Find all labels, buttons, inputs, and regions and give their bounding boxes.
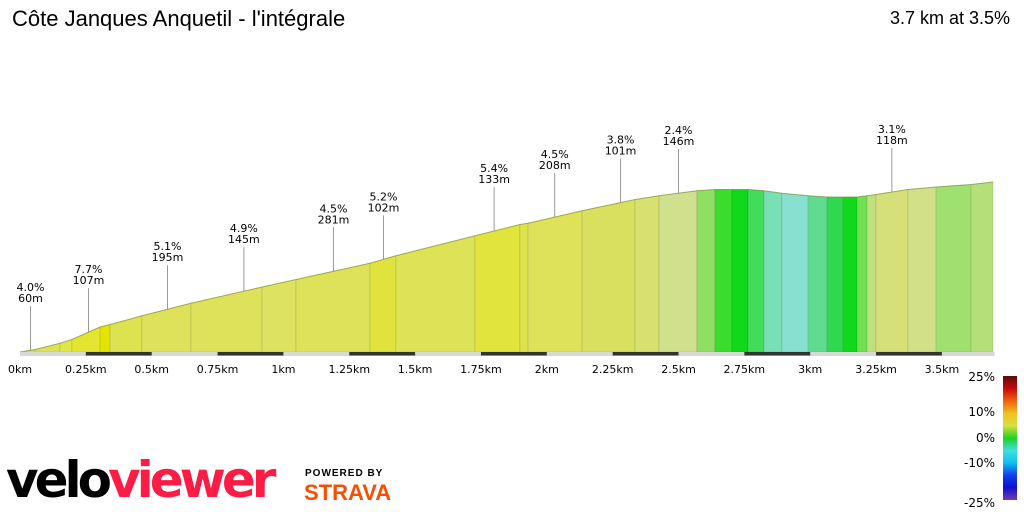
annotation-grade: 2.4% [665, 124, 693, 137]
annotation-grade: 5.1% [154, 240, 182, 253]
annotation-grade: 4.9% [230, 222, 258, 235]
legend-label: 25% [968, 370, 995, 384]
x-tick-label: 0.75km [197, 363, 239, 376]
x-tick-label: 1.5km [398, 363, 433, 376]
profile-segment [109, 315, 143, 353]
powered-by-label: POWERED BY [305, 468, 384, 479]
annotation-length: 102m [368, 201, 400, 214]
veloviewer-logo: veloviewer [6, 451, 276, 509]
legend-label: 0% [976, 431, 995, 445]
page-title: Côte Janques Anquetil - l'intégrale [12, 6, 346, 31]
annotation-grade: 7.7% [75, 263, 103, 276]
x-tick-label: 0km [8, 363, 32, 376]
annotation-grade: 4.5% [541, 148, 569, 161]
profile-segment [519, 222, 529, 353]
profile-segment [856, 195, 868, 353]
distance-axis-band [612, 352, 679, 356]
distance-axis-band [217, 352, 284, 356]
legend-label: 10% [968, 405, 995, 419]
legend-label: -10% [964, 456, 995, 470]
annotation-length: 145m [228, 233, 260, 246]
x-tick-label: 0.25km [65, 363, 107, 376]
annotation-length: 281m [318, 213, 350, 226]
distance-axis-band [349, 352, 416, 356]
legend-label: -25% [964, 496, 995, 510]
annotation-length: 133m [478, 173, 510, 186]
strava-logo: STRAVA [304, 480, 392, 505]
distance-axis-band [85, 352, 152, 356]
annotation-length: 60m [18, 292, 43, 305]
x-tick-label: 3km [798, 363, 822, 376]
profile-outline [19, 181, 994, 353]
profile-segment [781, 192, 809, 353]
profile-segment [141, 302, 192, 353]
x-tick-label: 1km [271, 363, 295, 376]
profile-segment [907, 186, 937, 353]
profile-segment [714, 189, 733, 353]
profile-segment [369, 255, 397, 353]
profile-segment [581, 199, 636, 353]
profile-segment [747, 189, 765, 353]
annotation-grade: 4.5% [319, 202, 347, 215]
distance-axis-band [480, 352, 547, 356]
annotation-grade: 5.4% [480, 162, 508, 175]
distance-axis-band [744, 352, 811, 356]
profile-segment [970, 181, 994, 353]
annotation-length: 146m [663, 135, 695, 148]
profile-segment [826, 196, 844, 353]
profile-segment [696, 189, 716, 353]
annotation-length: 208m [539, 159, 571, 172]
profile-segment [71, 326, 101, 353]
profile-segment [658, 190, 698, 353]
x-tick-label: 1.25km [328, 363, 370, 376]
profile-segment [866, 194, 877, 353]
annotation-grade: 3.8% [607, 134, 635, 147]
x-tick-label: 0.5km [134, 363, 169, 376]
x-tick-label: 1.75km [460, 363, 502, 376]
distance-axis-band [876, 352, 942, 356]
annotation-length: 101m [605, 145, 637, 158]
profile-segment [807, 195, 828, 353]
profile-segment [875, 189, 909, 353]
profile-segment [190, 286, 263, 353]
annotation-length: 118m [876, 134, 908, 147]
annotation-grade: 3.1% [878, 123, 906, 136]
annotation-grade: 4.0% [17, 281, 45, 294]
x-tick-label: 3.5km [925, 363, 960, 376]
annotation-grade: 5.2% [370, 190, 398, 203]
climb-summary: 3.7 km at 3.5% [889, 8, 1010, 28]
x-tick-label: 2.25km [592, 363, 634, 376]
profile-segment [935, 184, 972, 353]
x-tick-label: 2.5km [661, 363, 696, 376]
profile-segment [763, 190, 783, 353]
profile-segment [731, 189, 749, 353]
profile-segment [99, 323, 111, 353]
x-tick-label: 2.75km [724, 363, 766, 376]
annotation-length: 195m [152, 251, 184, 264]
logo-velo: velo [6, 451, 112, 509]
x-tick-label: 3.25km [855, 363, 897, 376]
profile-segment [634, 195, 660, 353]
profile-segment [527, 210, 583, 353]
logo-viewer: viewer [108, 451, 276, 509]
profile-segment [842, 196, 858, 353]
profile-segment [474, 223, 521, 353]
x-tick-label: 2km [535, 363, 559, 376]
profile-segment [261, 279, 297, 353]
grade-legend-scale [1003, 376, 1017, 500]
annotation-length: 107m [73, 274, 105, 287]
